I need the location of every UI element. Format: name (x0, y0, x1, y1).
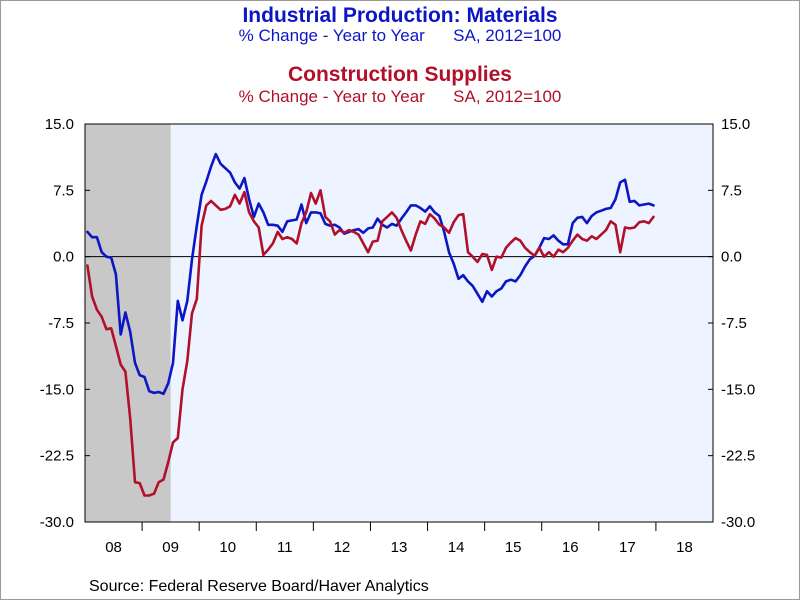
subtitle-construction-left: % Change - Year to Year (238, 87, 425, 106)
y-tick-label-right: -15.0 (721, 381, 755, 398)
y-tick-label-left: -22.5 (40, 448, 74, 465)
title-materials: Industrial Production: Materials (242, 4, 558, 27)
y-tick-label-left: -7.5 (48, 315, 74, 332)
y-tick-label-right: -22.5 (721, 448, 755, 465)
y-tick-label-left: 7.5 (53, 182, 74, 199)
title-construction-supplies: Construction Supplies (287, 63, 512, 86)
x-tick-label: 18 (676, 539, 693, 556)
x-tick-label: 12 (334, 539, 351, 556)
subtitle-construction-supplies: % Change - Year to Year SA, 2012=100 (0, 87, 800, 107)
x-tick-label: 17 (619, 539, 636, 556)
x-tick-label: 10 (219, 539, 236, 556)
x-tick-label: 15 (505, 539, 522, 556)
y-tick-label-right: -7.5 (721, 315, 747, 332)
y-tick-label-right: -30.0 (721, 514, 755, 531)
subtitle-materials-right: SA, 2012=100 (453, 26, 562, 45)
x-tick-label: 13 (391, 539, 408, 556)
y-tick-label-left: -30.0 (40, 514, 74, 531)
x-tick-label: 11 (277, 539, 293, 556)
x-tick-label: 09 (162, 539, 179, 556)
y-tick-label-left: 15.0 (45, 116, 74, 133)
source-note: Source: Federal Reserve Board/Haver Anal… (89, 578, 429, 595)
subtitle-materials-left: % Change - Year to Year (238, 26, 425, 45)
x-tick-label: 08 (105, 539, 122, 556)
subtitle-materials: % Change - Year to Year SA, 2012=100 (0, 26, 800, 46)
y-tick-label-right: 7.5 (721, 182, 742, 199)
y-tick-label-right: 15.0 (721, 116, 750, 133)
series-line-construction-supplies (86, 189, 655, 497)
plot-area (85, 124, 713, 522)
x-tick-label: 14 (448, 539, 465, 556)
y-tick-label-left: -15.0 (40, 381, 74, 398)
x-tick-label: 16 (562, 539, 579, 556)
subtitle-construction-right: SA, 2012=100 (453, 87, 562, 106)
series-line-materials (86, 152, 655, 396)
y-tick-label-right: 0.0 (721, 249, 742, 266)
y-tick-label-left: 0.0 (53, 249, 74, 266)
